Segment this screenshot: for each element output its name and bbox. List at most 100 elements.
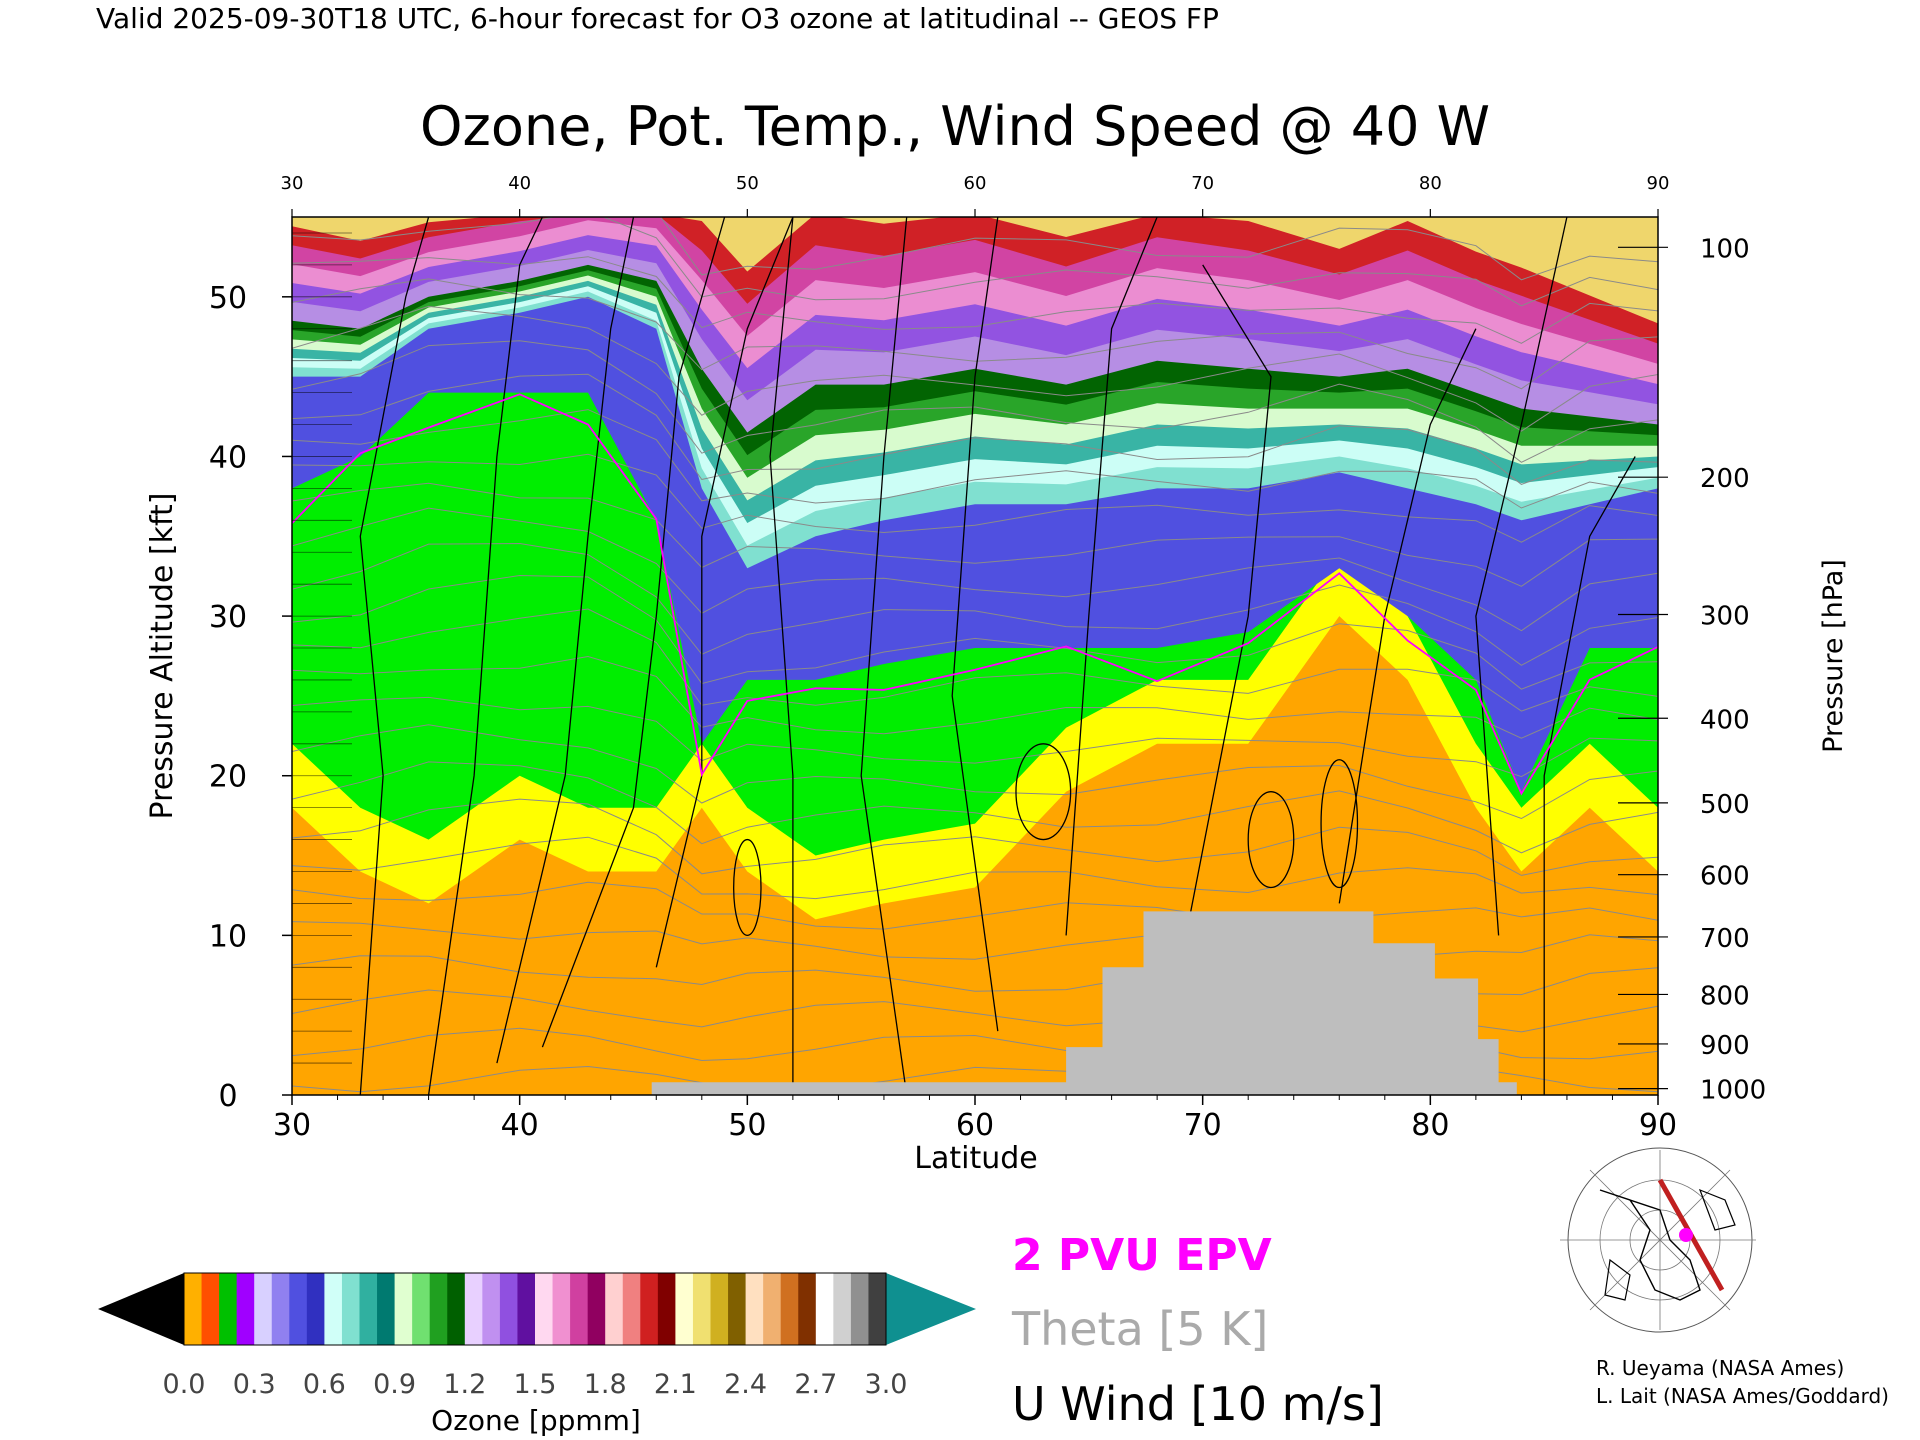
theta-contour [292, 881, 1658, 930]
colorbar-swatch [306, 1273, 325, 1345]
pressure-tick-label: 1000 [1700, 1076, 1766, 1106]
colorbar-swatch [377, 1273, 396, 1345]
colorbar-swatch [499, 1273, 518, 1345]
theta-contour [292, 373, 1658, 485]
x-top-tick-label: 70 [1191, 173, 1214, 194]
colorbar-swatch [657, 1273, 676, 1345]
y-tick-label: 20 [209, 760, 247, 795]
x-axis-label: Latitude [914, 1141, 1037, 1176]
colorbar-swatch [324, 1273, 343, 1345]
theta-contour [292, 696, 1658, 778]
wind-contour [860, 217, 908, 1095]
colorbar-swatch [201, 1273, 220, 1345]
legend-theta: Theta [5 K] [1011, 1302, 1268, 1356]
wind-contour-closed [1015, 743, 1072, 841]
pressure-tick-label: 800 [1700, 981, 1750, 1011]
wind-contour [1179, 264, 1272, 968]
wind-contour-closed [1247, 791, 1295, 889]
axes: 3030404050506060707080809090010203040501… [209, 173, 1766, 1143]
terrain [651, 911, 1517, 1095]
colorbar-swatch [289, 1273, 308, 1345]
locator-map [1556, 1147, 1756, 1333]
x-top-tick-label: 60 [964, 173, 987, 194]
colorbar-tick-label: 0.0 [163, 1369, 206, 1400]
theta-contour [292, 655, 1658, 739]
colorbar-swatch [219, 1273, 238, 1345]
colorbar-swatch [482, 1273, 501, 1345]
wind-contour [951, 217, 999, 1032]
colorbar-tick-label: 3.0 [865, 1369, 908, 1400]
x-top-tick-label: 40 [508, 173, 531, 194]
theta-contour [660, 217, 1658, 281]
plot-area [292, 217, 1658, 1095]
colorbar-swatch [798, 1273, 817, 1345]
colorbar-title: Ozone [ppmm] [431, 1404, 641, 1437]
wind-contour-closed [733, 838, 762, 937]
pressure-tick-label: 900 [1700, 1031, 1750, 1061]
colorbar-swatch [850, 1273, 869, 1345]
colorbar-swatch [710, 1273, 729, 1345]
y-tick-label: 0 [218, 1079, 237, 1114]
colorbar-swatch [745, 1273, 764, 1345]
colorbar-swatch [675, 1273, 694, 1345]
x-top-tick-label: 50 [736, 173, 759, 194]
x-top-tick-label: 90 [1647, 173, 1670, 194]
colorbar-tick-label: 2.7 [794, 1369, 837, 1400]
header-text: Valid 2025-09-30T18 UTC, 6-hour forecast… [96, 2, 1219, 35]
colorbar-swatch [552, 1273, 571, 1345]
colorbar-swatch [447, 1273, 466, 1345]
theta-contour [292, 278, 1658, 390]
wind-contour [1543, 456, 1636, 1095]
theta-contour [292, 542, 1658, 666]
theta-contour [292, 409, 1658, 509]
colorbar-swatch [184, 1273, 203, 1345]
pressure-tick-label: 300 [1700, 601, 1750, 631]
colorbar-swatch [605, 1273, 624, 1345]
wind-contour [496, 217, 635, 1064]
colorbar-swatch [833, 1273, 852, 1345]
pressure-tick-label: 600 [1700, 862, 1750, 892]
colorbar-swatch [570, 1273, 589, 1345]
y-tick-label: 50 [209, 281, 247, 316]
colorbar-swatch [640, 1273, 659, 1345]
epv-contour [292, 393, 1658, 796]
colorbar-swatch [271, 1273, 290, 1345]
y-tick-label: 40 [209, 440, 247, 475]
x-top-tick-label: 30 [281, 173, 304, 194]
colorbar-swatch [622, 1273, 641, 1345]
theta-contour [292, 608, 1658, 712]
x-tick-label: 30 [273, 1108, 311, 1143]
x-tick-label: 50 [728, 1108, 766, 1143]
y-tick-label: 10 [209, 919, 247, 954]
x-tick-label: 80 [1411, 1108, 1449, 1143]
colorbar-swatch [341, 1273, 360, 1345]
chart-title: Ozone, Pot. Temp., Wind Speed @ 40 W [420, 95, 1490, 158]
theta-contour [292, 921, 1658, 960]
colorbar-swatch [517, 1273, 536, 1345]
legend-uwind: U Wind [10 m/s] [1012, 1377, 1384, 1431]
wind-contour [1065, 217, 1158, 936]
colorbar-tick-label: 0.6 [303, 1369, 346, 1400]
theta-contour [292, 256, 1658, 344]
pressure-tick-label: 200 [1700, 464, 1750, 494]
colorbar-swatch [728, 1273, 747, 1345]
colorbar-tick-label: 1.5 [514, 1369, 557, 1400]
ozone-band-upper [292, 217, 1658, 344]
y2-axis-label: Pressure [hPa] [1818, 559, 1849, 753]
theta-contour [292, 482, 1658, 587]
pressure-tick-label: 100 [1700, 234, 1750, 264]
colorbar-swatch [359, 1273, 378, 1345]
theta-contour [292, 340, 1658, 463]
colorbar-swatch [412, 1273, 431, 1345]
colorbar-swatch [236, 1273, 255, 1345]
colorbar-swatch [394, 1273, 413, 1345]
colorbar-tick-label: 1.8 [584, 1369, 627, 1400]
colorbar-tick-label: 2.4 [724, 1369, 767, 1400]
x-tick-label: 40 [501, 1108, 539, 1143]
colorbar-swatch [692, 1273, 711, 1345]
colorbar-swatch [429, 1273, 448, 1345]
colorbar-swatch [535, 1273, 554, 1345]
x-tick-label: 60 [956, 1108, 994, 1143]
pressure-tick-label: 400 [1700, 705, 1750, 735]
